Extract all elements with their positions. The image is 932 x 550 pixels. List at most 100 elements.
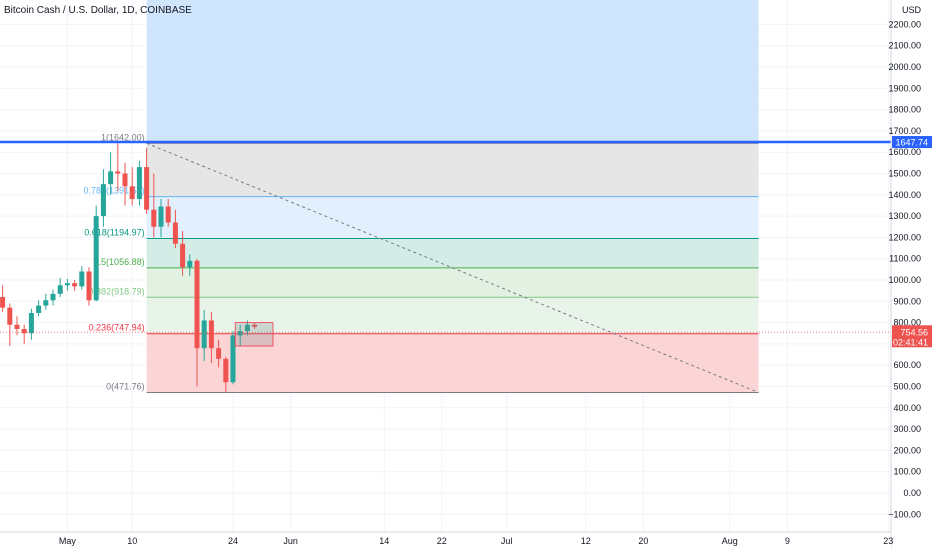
fib-level-label: 0.618(1194.97) <box>84 227 144 237</box>
candle-body <box>115 171 121 174</box>
price-tick-label: 1100.00 <box>889 254 921 264</box>
line-price-tag-text: 1647.74 <box>895 138 928 148</box>
price-tick-label: 1900.00 <box>888 83 921 93</box>
price-tick-label: 300.00 <box>893 424 921 434</box>
candle-body <box>7 307 13 325</box>
candle-body <box>100 184 106 217</box>
fib-zone-1[interactable] <box>146 143 759 197</box>
price-tick-label: 2200.00 <box>888 19 921 29</box>
last-price-tag-text: 754.56 <box>900 327 928 337</box>
price-tick-label: 600.00 <box>893 360 921 370</box>
price-axis[interactable]: −100.00 0.00 100.00 200.00 300.00 400.00 500.0… <box>888 0 932 550</box>
candle-body <box>0 297 6 308</box>
time-tick-label: 12 <box>581 536 591 546</box>
candle-body <box>151 209 157 227</box>
time-tick-label: Jul <box>501 536 513 546</box>
time-tick-label: Aug <box>722 536 738 546</box>
price-tick-label: 100.00 <box>893 467 921 477</box>
price-tick-label: −100.00 <box>888 509 921 519</box>
time-tick-label: 14 <box>379 536 389 546</box>
time-tick-label: Jun <box>283 536 298 546</box>
price-tick-label: 1300.00 <box>888 211 921 221</box>
fib-retracement-zones[interactable]: 1(1642.00) 0.786(1391.50) 0.618(1194.97) 0.… <box>84 0 759 394</box>
fib-level-label: 0(471.76) <box>106 382 145 392</box>
fib-level-label: 0.5(1056.88) <box>94 257 145 267</box>
candle-body <box>223 358 229 383</box>
time-axis-bg <box>0 532 891 550</box>
time-axis[interactable]: 20May1024Jun1422Jul1220Aug923Sep <box>0 531 932 550</box>
drawing-overlays[interactable] <box>0 140 891 347</box>
candle-body <box>79 271 85 287</box>
line-price-tag <box>892 136 932 149</box>
candle-body <box>194 260 200 349</box>
candle-body <box>21 328 27 334</box>
price-axis-bg <box>891 0 932 550</box>
candle-body <box>64 283 70 286</box>
price-tick-label: 1600.00 <box>888 147 921 157</box>
price-tick-label: 1400.00 <box>888 190 921 200</box>
fib-level-label: 0.382(918.79) <box>89 286 145 296</box>
price-tick-label: 900.00 <box>893 296 921 306</box>
time-tick-label: 22 <box>437 536 447 546</box>
price-tick-label: 1700.00 <box>888 126 921 136</box>
time-tick-label: 23 <box>883 536 893 546</box>
time-tick-label: 10 <box>127 536 137 546</box>
last-price-tag <box>892 325 932 348</box>
candle-body <box>36 305 42 314</box>
time-tick-label: 20 <box>638 536 648 546</box>
candle-body <box>216 348 222 359</box>
time-tick-label: May <box>59 536 77 546</box>
candle-body <box>165 206 171 223</box>
fib-trend-line[interactable] <box>146 142 759 393</box>
candle-body <box>50 293 56 301</box>
candle-body <box>108 171 114 185</box>
price-tick-label: 800.00 <box>893 318 921 328</box>
candle-body <box>180 243 186 268</box>
candle-body <box>237 331 243 336</box>
fib-level-label: 1(1642.00) <box>101 132 145 142</box>
selection-box[interactable] <box>234 322 274 347</box>
price-tick-label: 1000.00 <box>888 275 921 285</box>
candle-body <box>144 167 150 210</box>
fib-zone-0.5[interactable] <box>146 267 759 298</box>
time-tick-label: 9 <box>785 536 790 546</box>
price-tick-label: 1200.00 <box>888 232 921 242</box>
price-tick-label: 0.00 <box>903 488 921 498</box>
candle-body <box>28 313 34 334</box>
price-tick-label: 500.00 <box>893 382 921 392</box>
candle-body <box>129 186 135 200</box>
candle-body <box>158 206 164 227</box>
target-zone[interactable] <box>146 0 759 144</box>
price-tick-label: 1800.00 <box>888 105 921 115</box>
candle-body <box>208 320 214 349</box>
price-tick-label: 2100.00 <box>888 41 921 51</box>
fib-level-label: 0.236(747.94) <box>89 323 145 333</box>
candle-body <box>72 283 78 287</box>
candlestick-series <box>0 143 258 393</box>
fib-zone-0.786[interactable] <box>146 196 759 239</box>
candle-body <box>244 324 250 332</box>
currency-label: USD <box>902 5 922 15</box>
candle-body <box>172 222 178 244</box>
price-tick-label: 400.00 <box>893 403 921 413</box>
countdown-text: 02:41:41 <box>893 337 928 347</box>
candle-body <box>187 260 193 268</box>
candle-body <box>57 285 63 294</box>
price-tick-label: 2000.00 <box>888 62 921 72</box>
fib-level-label: 0.786(1391.50) <box>84 186 145 196</box>
price-tick-label: 1500.00 <box>888 169 921 179</box>
fib-zone-0.236[interactable] <box>146 333 759 393</box>
candle-body <box>43 300 49 306</box>
candle-body <box>86 271 92 301</box>
candle-body <box>201 320 207 349</box>
symbol-title: Bitcoin Cash / U.S. Dollar, 1D, COINBASE <box>4 5 192 16</box>
candle-body <box>252 324 258 327</box>
candle-body <box>14 324 20 329</box>
time-tick-label: 24 <box>228 536 238 546</box>
candle-body <box>230 335 236 383</box>
candle-body <box>136 167 142 200</box>
price-tick-label: 200.00 <box>893 445 921 455</box>
fib-zone-0.618[interactable] <box>146 238 759 268</box>
